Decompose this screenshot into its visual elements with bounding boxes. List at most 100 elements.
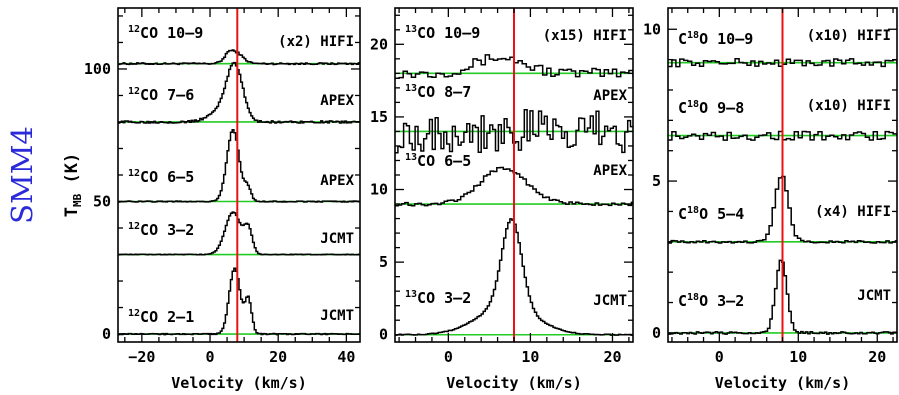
x-tick-label: 10	[521, 348, 539, 366]
transition-label: C18O 3–2	[678, 292, 744, 310]
instrument-note: APEX	[320, 173, 354, 189]
instrument-note: JCMT	[857, 288, 891, 304]
isotope-superscript: 12	[128, 308, 140, 319]
isotope-superscript: 18	[687, 99, 699, 110]
y-tick-label: 15	[370, 108, 388, 126]
instrument-note: (x4) HIFI	[815, 204, 891, 220]
y-axis-label: TMB (K)	[62, 153, 84, 217]
y-tick-label: 10	[370, 181, 388, 199]
molecule-name: O 10–9	[699, 30, 753, 48]
plot-area	[395, 8, 633, 342]
y-tick-label: 10	[643, 20, 661, 38]
instrument-note: APEX	[320, 93, 354, 109]
molecule-name: CO 6–5	[417, 152, 471, 170]
mol-prefix: C	[678, 292, 687, 310]
source-label: SMM4	[5, 126, 39, 224]
isotope-superscript: 18	[687, 205, 699, 216]
transition-label: 12CO 7–6	[128, 86, 194, 104]
molecule-name: CO 2–1	[140, 308, 194, 326]
spectrum-13CO-3–2	[395, 218, 633, 336]
isotope-superscript: 13	[405, 83, 417, 94]
mol-prefix: C	[678, 99, 687, 117]
isotope-superscript: 13	[405, 152, 417, 163]
mol-prefix: C	[678, 205, 687, 223]
y-axis-label-T: T	[62, 207, 82, 217]
spectrum-13CO-10–9	[395, 54, 633, 80]
isotope-superscript: 12	[128, 86, 140, 97]
x-tick-label: 10	[789, 348, 807, 366]
mol-prefix: C	[678, 30, 687, 48]
spectrum-12CO-3–2	[118, 211, 360, 256]
instrument-note: APEX	[593, 163, 627, 179]
x-tick-label: 0	[715, 348, 724, 366]
instrument-note: (x2) HIFI	[278, 34, 354, 50]
spectrum-12CO-10–9	[118, 49, 360, 66]
instrument-note: JCMT	[320, 231, 354, 247]
spectrum-C18O-9–8	[668, 130, 897, 141]
isotope-superscript: 12	[128, 168, 140, 179]
transition-label: 12CO 2–1	[128, 308, 194, 326]
isotope-superscript: 13	[405, 289, 417, 300]
x-tick-label: 20	[603, 348, 621, 366]
x-tick-label: 0	[206, 348, 215, 366]
transition-label: 13CO 10–9	[405, 24, 480, 42]
y-axis-label-sub: MB	[71, 193, 84, 207]
spectrum-13CO-8–7	[395, 108, 633, 154]
spectrum-C18O-3–2	[668, 259, 897, 335]
molecule-name: CO 3–2	[140, 221, 194, 239]
instrument-note: APEX	[593, 88, 627, 104]
molecule-name: O 3–2	[699, 292, 744, 310]
isotope-superscript: 13	[405, 24, 417, 35]
isotope-superscript: 18	[687, 30, 699, 41]
transition-label: 12CO 10–9	[128, 24, 203, 42]
x-tick-label: 0	[444, 348, 453, 366]
molecule-name: O 9–8	[699, 99, 744, 117]
molecule-name: CO 8–7	[417, 83, 471, 101]
x-axis-label: Velocity (km/s)	[446, 374, 581, 392]
instrument-note: (x10) HIFI	[807, 28, 891, 44]
spectrum-13CO-6–5	[395, 166, 633, 207]
molecule-name: CO 3–2	[417, 289, 471, 307]
x-tick-label: 40	[337, 348, 355, 366]
transition-label: 13CO 8–7	[405, 83, 471, 101]
x-axis-label: Velocity (km/s)	[715, 374, 850, 392]
transition-label: 12CO 6–5	[128, 168, 194, 186]
plot-area	[118, 8, 360, 342]
molecule-name: CO 7–6	[140, 86, 194, 104]
instrument-note: (x15) HIFI	[543, 28, 627, 44]
isotope-superscript: 12	[128, 221, 140, 232]
y-tick-label: 0	[379, 326, 388, 344]
molecule-name: CO 10–9	[140, 24, 203, 42]
instrument-note: JCMT	[320, 308, 354, 324]
transition-label: 12CO 3–2	[128, 221, 194, 239]
transition-label: 13CO 6–5	[405, 152, 471, 170]
transition-label: C18O 5–4	[678, 205, 744, 223]
transition-label: C18O 10–9	[678, 30, 753, 48]
spectrum-12CO-2–1	[118, 267, 360, 336]
y-tick-label: 5	[379, 253, 388, 271]
plot-area	[668, 8, 897, 342]
spectrum-C18O-10–9	[668, 58, 897, 68]
x-tick-label: 20	[269, 348, 287, 366]
spectrum-C18O-5–4	[668, 175, 897, 244]
instrument-note: (x10) HIFI	[807, 98, 891, 114]
x-axis-label: Velocity (km/s)	[171, 374, 306, 392]
x-tick-label: −20	[128, 348, 155, 366]
spectrum-12CO-7–6	[118, 61, 360, 124]
y-axis-label-unit: (K)	[62, 153, 82, 194]
molecule-name: O 5–4	[699, 205, 744, 223]
y-tick-label: 5	[652, 172, 661, 190]
isotope-superscript: 18	[687, 292, 699, 303]
y-tick-label: 100	[84, 60, 111, 78]
transition-label: C18O 9–8	[678, 99, 744, 117]
y-tick-label: 50	[93, 193, 111, 211]
y-tick-label: 0	[652, 324, 661, 342]
x-tick-label: 20	[868, 348, 886, 366]
transition-label: 13CO 3–2	[405, 289, 471, 307]
instrument-note: JCMT	[593, 293, 627, 309]
